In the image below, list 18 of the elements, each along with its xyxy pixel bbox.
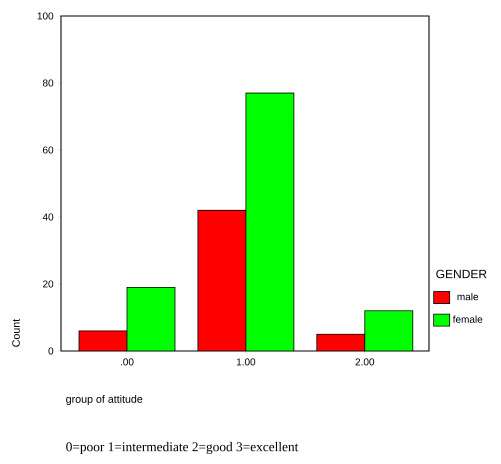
y-axis-title: Count	[12, 318, 20, 347]
text: 0=poor 1=intermediate 2=good 3=excellent	[66, 442, 298, 454]
y-tick-label: 0	[48, 347, 54, 355]
x-axis-title: group of attitude	[66, 395, 142, 405]
y-tick-label: 40	[42, 213, 54, 221]
legend-title: GENDER	[436, 270, 486, 278]
bar	[197, 210, 246, 351]
x-tick-label: .00	[120, 358, 134, 366]
y-tick-label: 100	[38, 12, 54, 20]
bar	[78, 330, 128, 351]
x-tick-label: 1.00	[236, 358, 256, 366]
bar	[316, 334, 366, 351]
y-tick-label: 60	[43, 146, 54, 154]
y-tick-label: 20	[43, 280, 54, 288]
legend-label: female	[452, 316, 482, 323]
legend-label: male	[458, 292, 478, 300]
x-tick-label: 2.00	[356, 358, 374, 366]
y-tick-label: 80	[42, 79, 54, 87]
